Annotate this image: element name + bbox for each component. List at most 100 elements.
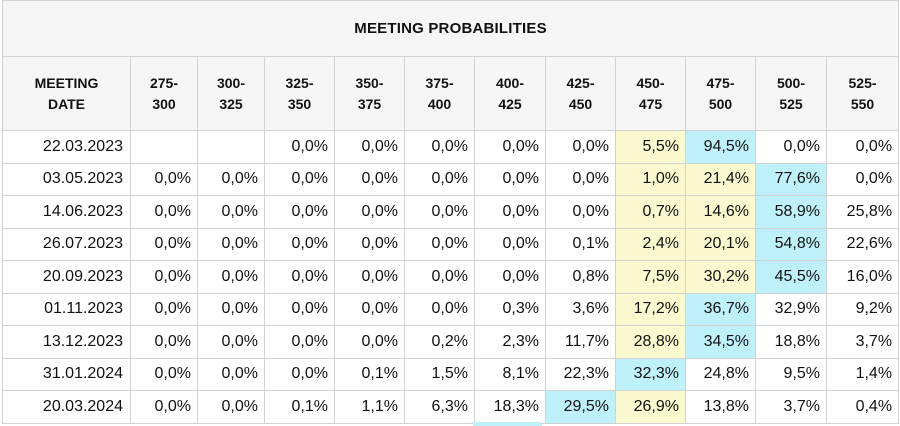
table-body: 22.03.2023 0,0% 0,0% 0,0% 0,0% 0,0% 5,5% 94,5% 0…: [2, 130, 900, 424]
probability-cell: 0,0%: [334, 260, 405, 294]
probability-cell: 0,3%: [474, 292, 546, 326]
probability-cell: 13,8%: [685, 390, 756, 424]
probability-cell: 36,7%: [685, 292, 756, 326]
header-line-2: 400: [427, 95, 452, 112]
probability-cell: 0,0%: [404, 227, 475, 261]
probability-cell: 24,8%: [685, 357, 756, 391]
probability-cell: 5,5%: [615, 130, 686, 164]
header-line-2: 375: [357, 95, 382, 112]
probability-cell: 0,0%: [334, 227, 405, 261]
header-line-2: 450: [568, 95, 593, 112]
probability-cell: 25,8%: [825, 195, 900, 229]
probability-cell: 0,0%: [130, 325, 198, 359]
header-line-2: DATE: [47, 95, 86, 112]
probability-cell: 0,0%: [545, 130, 616, 164]
header-line-2: 425: [498, 95, 522, 112]
header-line-1: 475-: [706, 74, 735, 91]
header-line-1: 450-: [636, 74, 665, 91]
probability-cell: 0,0%: [825, 130, 900, 164]
probability-cell: 0,0%: [334, 130, 405, 164]
column-header-rate-range: 400- 425: [474, 56, 546, 131]
partial-row-cell: [473, 422, 542, 426]
header-line-1: 325-: [285, 74, 314, 91]
probability-cell: 30,2%: [685, 260, 756, 294]
probability-cell: 0,0%: [264, 162, 335, 196]
column-header-rate-range: 425- 450: [545, 56, 616, 131]
probability-cell: 1,0%: [615, 162, 686, 196]
probability-cell: 21,4%: [685, 162, 756, 196]
probability-cell: 0,0%: [264, 260, 335, 294]
probability-cell: 1,5%: [404, 357, 475, 391]
table-row: 14.06.2023 0,0% 0,0% 0,0% 0,0% 0,0% 0,0% 0,0% 0,…: [2, 195, 900, 229]
probability-cell: 9,5%: [755, 357, 827, 391]
probability-cell: 29,5%: [545, 390, 616, 424]
probability-cell: 0,0%: [197, 292, 265, 326]
column-header-rate-range: 300- 325: [197, 56, 265, 131]
probability-cell: 0,0%: [130, 260, 198, 294]
probability-cell: 28,8%: [615, 325, 686, 359]
probability-cell: 0,0%: [755, 130, 827, 164]
table-row: 20.03.2024 0,0% 0,0% 0,1% 1,1% 6,3% 18,3% 29,5%…: [2, 390, 900, 424]
header-line-2: 550: [850, 95, 875, 112]
probability-cell: 0,0%: [404, 292, 475, 326]
probability-cell: 0,0%: [474, 227, 546, 261]
table-row: 03.05.2023 0,0% 0,0% 0,0% 0,0% 0,0% 0,0% 0,0% 1,…: [2, 162, 900, 196]
probability-cell: 0,0%: [474, 162, 546, 196]
table-title: MEETING PROBABILITIES: [1, 0, 900, 57]
header-line-2: 475: [638, 95, 663, 112]
probability-cell: 0,8%: [545, 260, 616, 294]
probability-cell: 17,2%: [615, 292, 686, 326]
table-row: 31.01.2024 0,0% 0,0% 0,0% 0,1% 1,5% 8,1% 22,3% 3…: [2, 357, 900, 391]
probability-cell: 0,0%: [545, 195, 616, 229]
probability-cell: 94,5%: [685, 130, 756, 164]
probability-cell: 0,0%: [130, 195, 198, 229]
probability-cell: 0,0%: [334, 162, 405, 196]
column-header-rate-range: 450- 475: [615, 56, 686, 131]
probability-cell: 8,1%: [474, 357, 546, 391]
meeting-date-cell: 22.03.2023: [2, 130, 131, 164]
column-header-row: MEETING DATE 275- 300 300- 325 325- 350 350- 375 3…: [2, 56, 900, 131]
probability-cell: 0,0%: [334, 325, 405, 359]
header-line-1: MEETING: [34, 74, 99, 91]
probability-cell: 0,0%: [197, 325, 265, 359]
probability-cell: 58,9%: [755, 195, 827, 229]
header-line-2: 350: [287, 95, 312, 112]
probability-cell: 0,0%: [264, 357, 335, 391]
probability-cell: 16,0%: [825, 260, 900, 294]
meeting-date-cell: 20.09.2023: [2, 260, 131, 294]
table-row: 13.12.2023 0,0% 0,0% 0,0% 0,0% 0,2% 2,3% 11,7% 2…: [2, 325, 900, 359]
header-line-1: 375-: [425, 74, 454, 91]
probability-cell: 26,9%: [615, 390, 686, 424]
probability-cell: 0,2%: [404, 325, 475, 359]
probability-cell: 0,0%: [474, 130, 546, 164]
probability-cell: 45,5%: [755, 260, 827, 294]
probability-cell: 32,9%: [755, 292, 827, 326]
meeting-date-cell: 14.06.2023: [2, 195, 131, 229]
probability-cell: 18,3%: [474, 390, 546, 424]
probability-cell: 11,7%: [545, 325, 616, 359]
meeting-date-cell: 31.01.2024: [2, 357, 131, 391]
meeting-date-cell: 01.11.2023: [2, 292, 131, 326]
meeting-date-cell: 13.12.2023: [2, 325, 131, 359]
header-line-1: 275-: [149, 74, 179, 91]
probability-cell: 1,1%: [334, 390, 405, 424]
probability-cell: 0,0%: [404, 195, 475, 229]
probability-cell: 0,0%: [130, 292, 198, 326]
column-header-meeting-date: MEETING DATE: [2, 56, 131, 131]
column-header-rate-range: 525- 550: [825, 56, 900, 131]
probability-cell: 0,0%: [264, 227, 335, 261]
table-row: 01.11.2023 0,0% 0,0% 0,0% 0,0% 0,0% 0,3% 3,6% 17…: [2, 292, 900, 326]
header-line-2: 500: [708, 95, 733, 112]
header-line-1: 525-: [848, 74, 877, 91]
probability-cell: 7,5%: [615, 260, 686, 294]
probability-cell: 0,0%: [545, 162, 616, 196]
probability-cell: 0,0%: [264, 130, 335, 164]
meeting-date-cell: 03.05.2023: [2, 162, 131, 196]
probability-cell: 0,7%: [615, 195, 686, 229]
probability-cell: 2,3%: [474, 325, 546, 359]
probability-cell: 0,1%: [264, 390, 335, 424]
column-header-rate-range: 475- 500: [685, 56, 756, 131]
table-row: 20.09.2023 0,0% 0,0% 0,0% 0,0% 0,0% 0,0% 0,8% 7,…: [2, 260, 900, 294]
meeting-date-cell: 26.07.2023: [2, 227, 131, 261]
